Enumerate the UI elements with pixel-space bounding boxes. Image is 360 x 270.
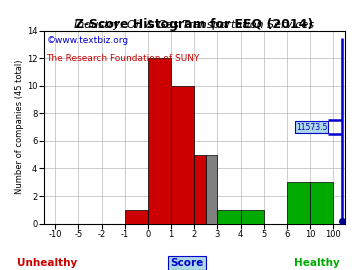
Text: 11573.5: 11573.5 xyxy=(296,123,327,132)
Bar xyxy=(148,58,171,224)
Text: Healthy: Healthy xyxy=(294,258,340,268)
Text: Industry: Oil & Gas Transportation Services: Industry: Oil & Gas Transportation Servi… xyxy=(74,20,315,30)
Text: Score: Score xyxy=(171,258,204,268)
Y-axis label: Number of companies (45 total): Number of companies (45 total) xyxy=(15,60,24,194)
Bar xyxy=(287,182,310,224)
Bar xyxy=(171,86,194,224)
Bar xyxy=(125,210,148,224)
Title: Z-Score Histogram for EEQ (2014): Z-Score Histogram for EEQ (2014) xyxy=(75,18,314,31)
Text: Unhealthy: Unhealthy xyxy=(17,258,77,268)
Bar xyxy=(217,210,240,224)
Text: ©www.textbiz.org: ©www.textbiz.org xyxy=(46,36,129,45)
Bar xyxy=(240,210,264,224)
Bar xyxy=(194,155,206,224)
Bar xyxy=(310,182,333,224)
Text: The Research Foundation of SUNY: The Research Foundation of SUNY xyxy=(46,54,200,63)
Bar xyxy=(206,155,217,224)
